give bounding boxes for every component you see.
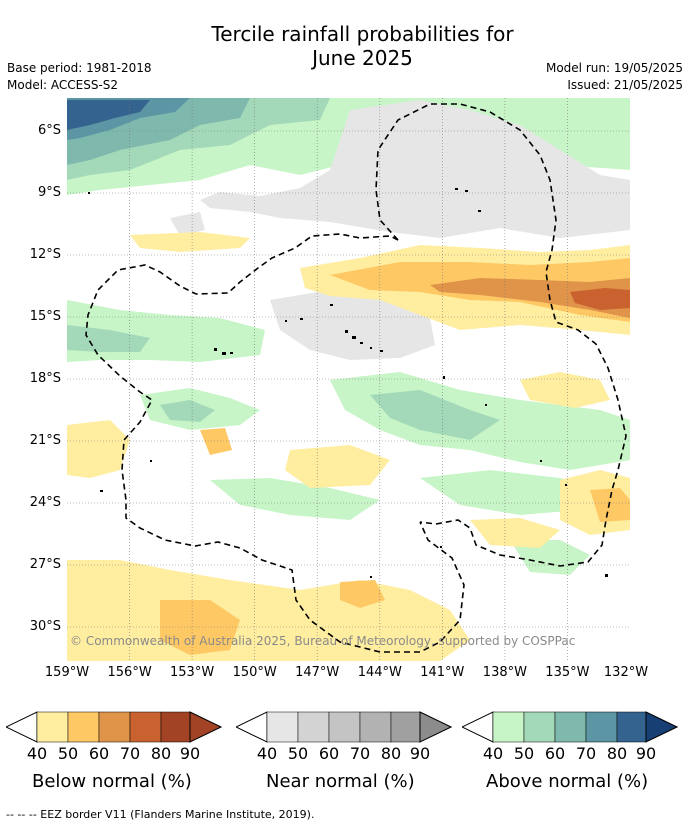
near-swatch-80 [390, 711, 421, 743]
below-swatch-90 [189, 711, 222, 743]
near-swatch-70 [359, 711, 392, 743]
model-info: Base period: 1981-2018 Model: ACCESS-S2 [7, 60, 152, 94]
near-tick: 80 [380, 744, 402, 763]
above-normal-colorbar [462, 711, 678, 743]
above-swatch-40 [492, 711, 525, 743]
above-swatch-80 [616, 711, 647, 743]
near-normal-colorbar [236, 711, 452, 743]
above-tick: 80 [606, 744, 628, 763]
above-swatch-70 [585, 711, 618, 743]
issued-text: Issued: 21/05/2025 [567, 78, 683, 92]
below-normal-colorbar [6, 711, 222, 743]
below-tick: 90 [179, 744, 201, 763]
near-swatch-50 [297, 711, 330, 743]
below-tick: 50 [57, 744, 79, 763]
model-run-text: Model run: 19/05/2025 [545, 61, 683, 75]
near-tick: 60 [318, 744, 340, 763]
above-caption: Above normal (%) [486, 771, 649, 792]
near-swatch-40 [266, 711, 299, 743]
below-swatch-50 [67, 711, 100, 743]
below-tick: 70 [119, 744, 141, 763]
above-tick: 60 [544, 744, 566, 763]
eez-legend-note: -- -- -- EEZ border V11 (Flanders Marine… [6, 808, 315, 821]
lon-label: 138°W [482, 665, 527, 680]
lat-label: 27°S [29, 557, 61, 572]
lat-label: 18°S [29, 371, 61, 386]
lat-label: 24°S [29, 495, 61, 510]
below-swatch-70 [129, 711, 162, 743]
title-line-2: June 2025 [312, 46, 413, 70]
model-text: Model: ACCESS-S2 [7, 78, 119, 92]
below-tick: 60 [88, 744, 110, 763]
above-tick: 90 [635, 744, 657, 763]
lon-label: 156°W [107, 665, 152, 680]
near-tick: 90 [409, 744, 431, 763]
base-period-text: Base period: 1981-2018 [7, 61, 152, 75]
probability-shading [67, 98, 630, 661]
graticule [67, 98, 630, 661]
lon-label: 141°W [420, 665, 465, 680]
lat-label: 30°S [29, 619, 61, 634]
lon-label: 153°W [170, 665, 215, 680]
below-tick: 80 [150, 744, 172, 763]
lon-label: 144°W [357, 665, 402, 680]
above-swatch-60 [554, 711, 587, 743]
above-tick: 40 [482, 744, 504, 763]
below-swatch-80 [160, 711, 191, 743]
map-title: Tercile rainfall probabilities for June … [0, 22, 690, 70]
lon-label: 147°W [295, 665, 340, 680]
eez-borders [85, 103, 627, 653]
title-line-1: Tercile rainfall probabilities for [211, 22, 514, 46]
below-tick: 40 [26, 744, 48, 763]
near-tick: 50 [287, 744, 309, 763]
lon-label: 159°W [44, 665, 90, 680]
below-caption: Below normal (%) [32, 771, 192, 792]
below-swatch-40 [36, 711, 69, 743]
above-tick: 70 [575, 744, 597, 763]
above-swatch-50 [523, 711, 556, 743]
lat-label: 12°S [29, 247, 61, 262]
probability-map [67, 98, 630, 661]
lat-label: 6°S [37, 123, 61, 138]
lon-label: 132°W [603, 665, 649, 680]
below-swatch-60 [98, 711, 131, 743]
near-tick: 40 [256, 744, 278, 763]
above-swatch-90 [645, 711, 678, 743]
lat-label: 21°S [29, 433, 61, 448]
near-swatch-90 [419, 711, 452, 743]
copyright-notice: © Commonwealth of Australia 2025, Bureau… [70, 634, 576, 648]
islands [88, 188, 608, 578]
lon-label: 135°W [545, 665, 590, 680]
lat-label: 15°S [29, 309, 61, 324]
near-caption: Near normal (%) [266, 771, 415, 792]
run-info: Model run: 19/05/2025 Issued: 21/05/2025 [546, 60, 683, 94]
above-tick: 50 [513, 744, 535, 763]
lat-label: 9°S [37, 185, 61, 200]
near-tick: 70 [349, 744, 371, 763]
near-swatch-60 [328, 711, 361, 743]
lon-label: 150°W [232, 665, 277, 680]
